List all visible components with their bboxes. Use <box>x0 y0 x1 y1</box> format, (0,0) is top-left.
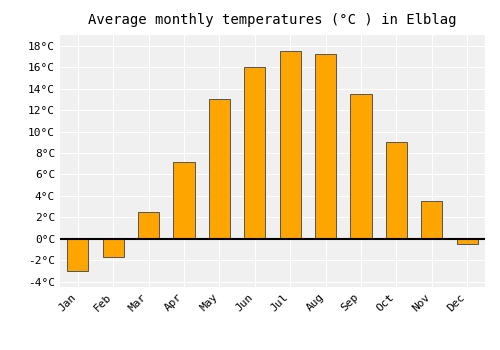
Bar <box>244 67 266 239</box>
Bar <box>67 239 88 271</box>
Bar <box>386 142 407 239</box>
Bar <box>350 94 372 239</box>
Bar <box>138 212 159 239</box>
Bar <box>421 201 442 239</box>
Bar <box>209 99 230 239</box>
Bar <box>174 162 195 239</box>
Bar <box>456 239 478 244</box>
Bar <box>315 54 336 239</box>
Bar <box>280 51 301 239</box>
Bar <box>102 239 124 257</box>
Title: Average monthly temperatures (°C ) in Elblag: Average monthly temperatures (°C ) in El… <box>88 13 457 27</box>
